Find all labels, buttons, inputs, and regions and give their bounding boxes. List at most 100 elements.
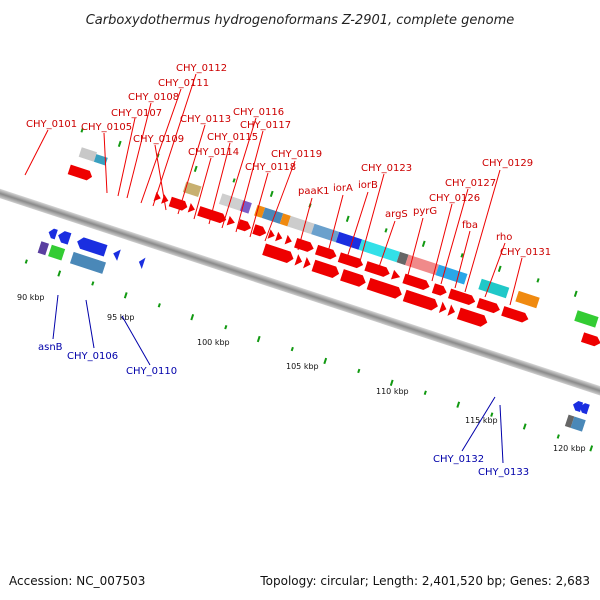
gene-label: rho (496, 232, 512, 243)
tick-mark (490, 412, 494, 417)
scale-label: 100 kbp (197, 338, 230, 347)
leader-line (358, 173, 385, 266)
leader-line (249, 172, 269, 238)
map-title: Carboxydothermus hydrogenoformans Z-2901… (86, 13, 515, 28)
leader-line (407, 217, 424, 276)
forward-track-cds (67, 164, 600, 347)
tick-mark (460, 253, 464, 258)
gene-label: CHY_0116 (233, 107, 284, 118)
cds-arrow (579, 403, 590, 415)
cds-arrow (337, 252, 364, 269)
leader-line (440, 188, 469, 285)
reverse-labels: asnB CHY_0106 CHY_0110 CHY_0132 CHY_0133 (38, 342, 529, 478)
scale-label: 120 kbp (553, 444, 586, 453)
gene-label: CHY_0112 (176, 63, 227, 74)
gene-label: CHY_0133 (478, 467, 529, 478)
gene-box (515, 290, 540, 309)
genome-backbone (0, 132, 600, 454)
tick-mark (536, 278, 540, 283)
tick-mark (556, 434, 560, 439)
cds-arrow (294, 254, 303, 266)
cds-arrow (187, 203, 195, 213)
tick-mark (57, 270, 62, 277)
leader-line (431, 203, 453, 282)
gene-label: CHY_0126 (429, 193, 480, 204)
gene-label: CHY_0105 (81, 122, 132, 133)
leader-line (193, 157, 212, 220)
cds-arrow (303, 256, 311, 269)
tick-mark (232, 178, 236, 183)
gene-label: iorB (358, 180, 378, 191)
scale-label: 115 kbp (465, 416, 498, 425)
cds-arrow (77, 237, 108, 257)
cds-arrow (262, 243, 294, 264)
gene-label: CHY_0119 (271, 149, 322, 160)
leader-line (509, 257, 523, 306)
gene-label: CHY_0113 (180, 114, 231, 125)
gene-label: CHY_0132 (433, 454, 484, 465)
tick-mark (497, 265, 502, 272)
cds-arrow (275, 231, 283, 242)
leader-line (103, 132, 108, 194)
cds-arrow (226, 215, 235, 226)
scale-label: 110 kbp (376, 387, 409, 396)
gene-box (48, 244, 66, 261)
leader-line (208, 142, 231, 225)
reverse-track (37, 228, 590, 432)
gene-label: pyrG (413, 206, 437, 217)
tick-mark (193, 165, 198, 173)
leader-line (154, 144, 167, 211)
gene-box (478, 278, 510, 299)
gene-label: CHY_0129 (482, 158, 533, 169)
cds-arrow (573, 401, 584, 413)
gene-label: CHY_0111 (158, 78, 209, 89)
tick-mark (256, 335, 261, 343)
cds-arrow (366, 277, 402, 299)
gene-box (218, 193, 244, 211)
tick-mark (80, 128, 84, 133)
gene-label: CHY_0106 (67, 351, 118, 362)
cds-arrow (48, 228, 58, 240)
cds-arrow (431, 283, 447, 296)
gene-label: CHY_0101 (26, 119, 77, 130)
leader-line (177, 124, 206, 215)
cds-arrow (314, 244, 337, 260)
cds-arrow (476, 297, 500, 314)
cds-arrow (447, 304, 456, 316)
forward-labels: CHY_0101 CHY_0105 CHY_0107 CHY_0108 CHY_… (26, 63, 551, 258)
leader-line (326, 194, 344, 257)
gene-box (261, 207, 284, 224)
leader-line (484, 242, 506, 298)
gene-box (37, 241, 49, 256)
scale-label: 95 kbp (107, 313, 135, 322)
tick-mark (573, 290, 578, 297)
gene-label: CHY_0131 (500, 247, 551, 258)
cds-arrow (284, 234, 292, 245)
tick-mark (345, 215, 350, 223)
leader-line (126, 102, 152, 199)
cds-arrow (67, 164, 93, 181)
tick-mark (269, 190, 274, 198)
forward-leader-lines (24, 73, 523, 306)
tick-mark (290, 346, 294, 352)
gene-label: CHY_0109 (133, 134, 184, 145)
gene-box (254, 204, 266, 218)
gene-label: iorA (333, 183, 353, 194)
tick-mark (522, 423, 527, 430)
cds-arrow (252, 224, 267, 237)
gene-label: CHY_0117 (240, 120, 291, 131)
tick-mark (123, 292, 128, 299)
cds-arrow (311, 259, 340, 279)
cds-arrow (168, 196, 188, 211)
accession-text: Accession: NC_007503 (9, 574, 145, 588)
tick-mark (157, 303, 161, 308)
gene-box (93, 154, 108, 166)
gene-box (182, 181, 202, 198)
leader-line (377, 220, 396, 271)
tick-mark (384, 228, 388, 233)
leader-line (297, 197, 313, 251)
tick-mark (589, 445, 594, 452)
leader-line (264, 160, 296, 242)
tick-mark (423, 390, 427, 395)
cds-arrow (237, 219, 252, 232)
